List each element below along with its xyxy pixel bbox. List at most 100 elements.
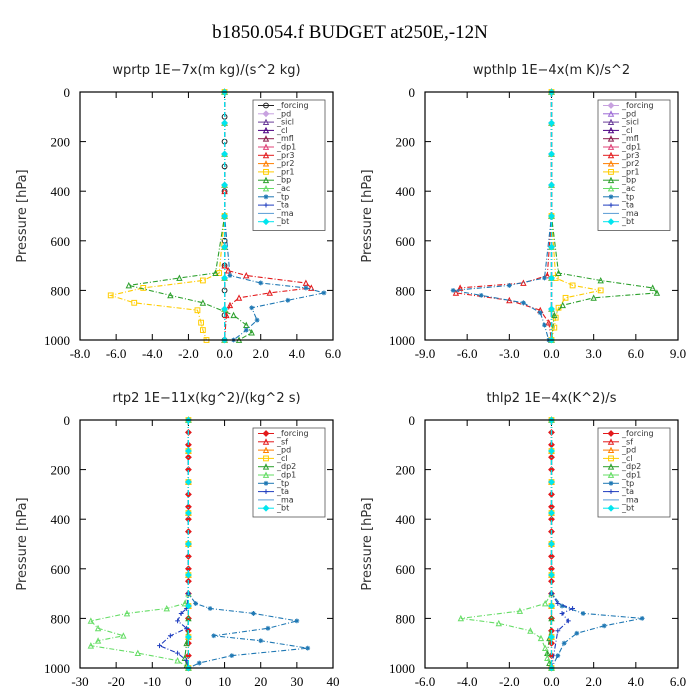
legend-entry: _pr1 xyxy=(603,167,639,176)
legend-label: _ma xyxy=(276,495,294,504)
series-bt xyxy=(185,416,192,672)
y-axis-label: Pressure [hPa] xyxy=(15,497,30,590)
data-point xyxy=(570,606,575,611)
data-point xyxy=(249,305,255,311)
data-point xyxy=(559,611,565,616)
legend: _forcing_sf_pd_cl_dp2_dp1_tp_ta_ma_bt xyxy=(252,427,326,518)
legend-entry: _bt xyxy=(258,217,289,226)
data-point xyxy=(243,327,249,333)
legend-entry: _cl xyxy=(603,454,633,463)
data-point xyxy=(649,284,656,291)
data-point xyxy=(266,289,273,296)
x-tick-label: 40 xyxy=(327,674,340,689)
legend-entry: _forcing xyxy=(258,429,309,438)
data-point xyxy=(548,633,555,641)
data-point xyxy=(185,633,192,641)
data-point xyxy=(516,607,524,614)
legend-marker xyxy=(263,194,269,200)
x-tick-label: -4.0 xyxy=(142,346,163,361)
legend-label: _ma xyxy=(621,209,639,218)
legend-marker xyxy=(607,218,615,226)
series-bt xyxy=(548,416,555,672)
legend-label: _ta xyxy=(621,487,634,496)
data-point xyxy=(321,290,327,296)
data-point xyxy=(221,243,228,251)
x-tick-label: 3.0 xyxy=(586,346,602,361)
panel-4: thlp2 1E−4x(K^2)/s Pressure [hPa] -6.0 -4.0… xyxy=(360,391,686,689)
y-tick-label: 200 xyxy=(396,463,416,478)
legend-entry: _sf xyxy=(258,437,288,446)
data-point xyxy=(185,540,192,548)
legend-entry: _pr1 xyxy=(258,167,294,176)
data-point xyxy=(94,637,102,644)
legend-entry: _dp1 xyxy=(603,471,641,480)
series-line xyxy=(453,92,553,341)
data-point xyxy=(265,625,271,631)
data-point xyxy=(653,289,661,296)
x-tick-label: 9.0 xyxy=(670,346,686,361)
y-tick-label: 0 xyxy=(64,413,71,428)
series-line xyxy=(158,420,189,669)
x-tick-label: -3.0 xyxy=(499,346,520,361)
legend-label: _pd xyxy=(276,109,291,118)
data-point xyxy=(574,630,580,636)
series-dp1 xyxy=(457,416,555,671)
data-point xyxy=(243,321,250,329)
legend-label: _tp xyxy=(276,479,289,488)
legend-entry: _ma xyxy=(258,209,294,218)
legend-marker xyxy=(263,102,269,109)
legend-label: _ta xyxy=(276,201,289,210)
data-point xyxy=(478,292,484,298)
y-tick-label: 800 xyxy=(396,611,416,626)
legend-label: _pd xyxy=(276,446,291,455)
data-point xyxy=(548,602,555,610)
data-point xyxy=(551,324,558,331)
legend-entry: _tp xyxy=(258,192,289,201)
legend-marker xyxy=(262,504,270,512)
series-line xyxy=(108,92,226,341)
data-point xyxy=(174,657,181,664)
data-point xyxy=(548,243,555,251)
legend-marker xyxy=(608,480,614,486)
data-point xyxy=(254,317,260,323)
legend-entry: _pd xyxy=(258,109,291,118)
data-point xyxy=(185,652,192,660)
legend-entry: _dp1 xyxy=(603,143,641,152)
x-tick-label: 4.0 xyxy=(628,674,644,689)
data-point xyxy=(226,301,234,309)
legend-marker xyxy=(607,446,615,453)
legend-marker xyxy=(607,176,615,184)
data-point xyxy=(580,611,586,616)
x-tick-label: 20 xyxy=(254,674,267,689)
legend-label: _sf xyxy=(276,437,288,446)
data-point xyxy=(131,299,138,306)
x-tick-label: 2.0 xyxy=(253,346,269,361)
y-axis-label: Pressure [hPa] xyxy=(360,497,375,590)
legend-label: _ac xyxy=(621,184,635,193)
legend-entry: _ta xyxy=(258,201,289,210)
panel-title: wpthlp 1E−4x(m K)/s^2 xyxy=(473,63,630,78)
panel-title: wprtp 1E−7x(m kg)/(s^2 kg) xyxy=(112,63,300,78)
legend-marker xyxy=(608,202,614,208)
legend-label: _dp1 xyxy=(276,471,296,480)
legend-marker xyxy=(262,438,270,445)
y-tick-label: 400 xyxy=(396,184,416,199)
legend-label: _mfl xyxy=(621,134,639,143)
data-point xyxy=(548,447,555,455)
data-point xyxy=(303,285,309,291)
data-point xyxy=(565,618,571,624)
data-point xyxy=(551,311,558,319)
legend-label: _dp1 xyxy=(621,143,641,152)
data-point xyxy=(548,571,555,579)
data-point xyxy=(555,269,562,276)
x-tick-label: -30 xyxy=(71,674,88,689)
data-point xyxy=(181,600,189,607)
legend-entry: _forcing xyxy=(603,101,654,110)
legend-entry: _pr2 xyxy=(258,159,294,168)
data-point xyxy=(125,281,133,289)
data-point xyxy=(548,540,555,548)
plot-frame xyxy=(424,91,679,341)
data-point xyxy=(185,478,192,486)
data-point xyxy=(251,611,256,616)
y-tick-label: 600 xyxy=(51,234,71,249)
